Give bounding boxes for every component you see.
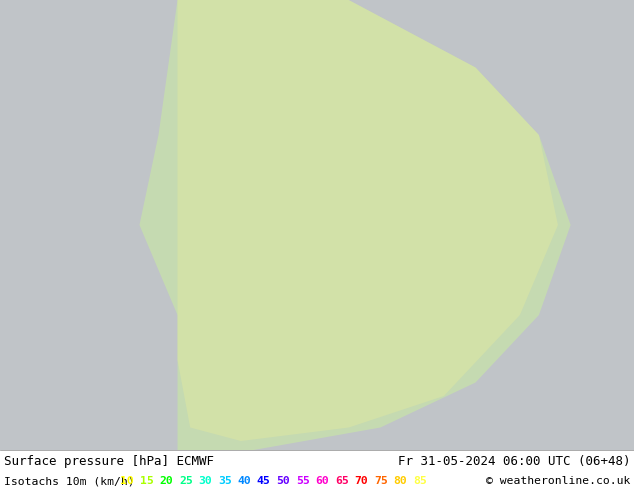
Text: 20: 20 [159,476,173,486]
Text: 30: 30 [198,476,212,486]
Text: 25: 25 [179,476,193,486]
Text: 65: 65 [335,476,349,486]
Text: 90: 90 [432,476,446,486]
Text: 85: 85 [413,476,427,486]
Text: Surface pressure [hPa] ECMWF: Surface pressure [hPa] ECMWF [4,455,214,467]
Text: 50: 50 [276,476,290,486]
Text: © weatheronline.co.uk: © weatheronline.co.uk [486,476,630,486]
Text: 45: 45 [257,476,271,486]
Text: 40: 40 [237,476,251,486]
Text: 15: 15 [140,476,153,486]
Text: 60: 60 [315,476,329,486]
Text: 55: 55 [296,476,309,486]
Polygon shape [0,0,634,450]
Text: 35: 35 [218,476,231,486]
Polygon shape [178,0,558,441]
Text: 10: 10 [120,476,134,486]
Polygon shape [139,0,571,450]
Text: Isotachs 10m (km/h): Isotachs 10m (km/h) [4,476,134,486]
Text: 70: 70 [354,476,368,486]
Text: 80: 80 [394,476,407,486]
Text: Fr 31-05-2024 06:00 UTC (06+48): Fr 31-05-2024 06:00 UTC (06+48) [398,455,630,467]
Text: 75: 75 [374,476,387,486]
